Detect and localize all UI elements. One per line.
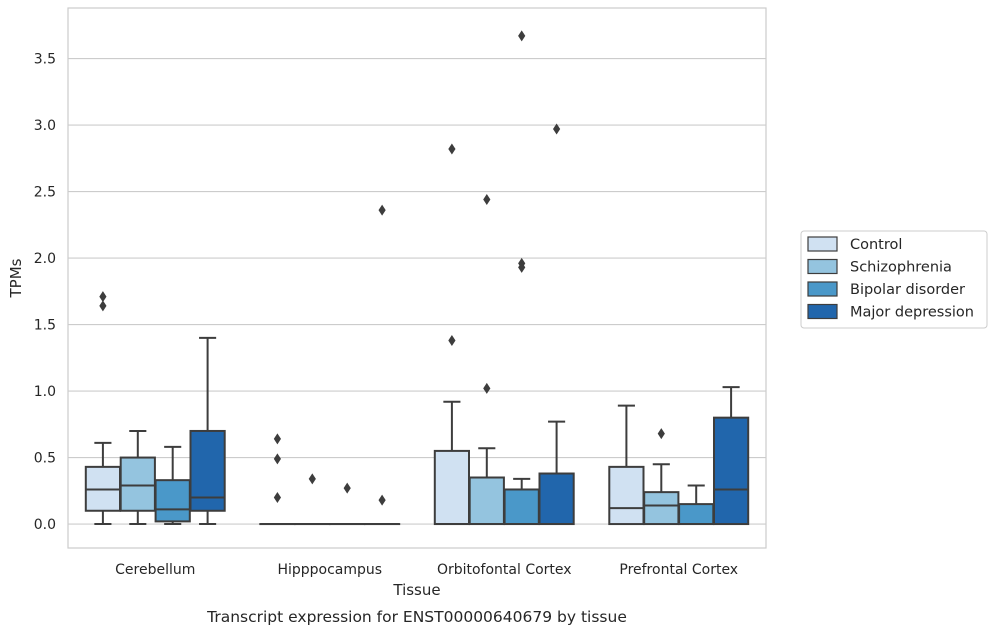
box-body [712, 416, 750, 526]
box-body [154, 479, 191, 523]
box-body [119, 456, 156, 512]
y-tick-label: 1.0 [34, 384, 56, 400]
box-bipolar-disorder [503, 477, 540, 526]
outlier-point [308, 473, 316, 485]
y-tick-label: 2.0 [34, 251, 56, 267]
box-schizophrenia [119, 429, 156, 526]
legend-label: Schizophrenia [850, 260, 952, 276]
legend-swatch [807, 303, 838, 320]
gridlines [68, 57, 766, 525]
outlier-point [518, 261, 526, 273]
y-tick-labels: 0.0 0.5 1.0 1.5 2.0 2.5 3.0 3.5 [34, 52, 56, 534]
legend-item: Major depression [807, 303, 974, 321]
legend-swatch [807, 236, 838, 252]
x-tick-label: Orbitofontal Cortex [437, 562, 572, 578]
legend-item: Control [807, 236, 902, 253]
outlier-point [483, 382, 491, 394]
box-control [433, 400, 471, 526]
x-tick-label: Cerebellum [115, 562, 195, 578]
box-body [468, 476, 505, 526]
outlier-point [273, 491, 281, 503]
box-body [538, 472, 575, 526]
box-body [503, 488, 540, 526]
boxes [84, 336, 750, 526]
outlier-point [343, 482, 351, 494]
x-tick-labels: Cerebellum Hipppocampus Orbitofontal Corte… [115, 562, 738, 578]
legend-swatch [807, 281, 838, 297]
box-major-depression [712, 386, 750, 526]
box-schizophrenia [643, 463, 680, 526]
outlier-point [657, 428, 665, 440]
x-tick-label: Prefrontal Cortex [619, 562, 738, 578]
box-body [608, 465, 645, 526]
outlier-point [518, 30, 526, 42]
box-body [643, 491, 680, 526]
box-major-depression [538, 420, 575, 526]
plot-frame [67, 7, 767, 549]
y-tick-label: 3.0 [34, 118, 56, 134]
box-bipolar-disorder [154, 445, 191, 526]
legend-item: Bipolar disorder [807, 281, 965, 298]
outlier-point [273, 453, 281, 465]
box-body [678, 503, 715, 526]
legend: Control Schizophrenia Bipolar disorder Majo… [800, 230, 988, 329]
y-tick-label: 2.5 [34, 185, 56, 201]
box-body [189, 429, 226, 512]
legend-swatch [807, 258, 838, 275]
legend-label: Bipolar disorder [850, 282, 965, 298]
outlier-point [378, 494, 386, 506]
outlier-point [99, 300, 107, 312]
outlier-point [448, 335, 456, 347]
x-tick-label: Hipppocampus [277, 562, 382, 578]
outlier-point [553, 123, 561, 135]
outlier-point [273, 433, 281, 445]
outlier-point [378, 204, 386, 216]
box-bipolar-disorder [678, 484, 715, 526]
x-axis-label: Tissue [392, 581, 440, 599]
legend-item: Schizophrenia [807, 258, 952, 276]
box-control [84, 441, 122, 526]
legend-label: Major depression [850, 305, 974, 321]
outlier-point [483, 194, 491, 206]
y-axis-label: TPMs [7, 258, 25, 298]
legend-label: Control [850, 237, 902, 253]
y-tick-label: 0.0 [34, 517, 56, 533]
legend-frame [800, 230, 988, 329]
box-schizophrenia [468, 447, 505, 526]
y-tick-label: 3.5 [34, 52, 56, 68]
chart-caption: Transcript expression for ENST0000064067… [206, 608, 627, 626]
box-major-depression [189, 336, 226, 526]
outlier-point [99, 291, 107, 303]
box-body [433, 449, 471, 526]
y-tick-label: 0.5 [34, 451, 56, 467]
y-tick-label: 1.5 [34, 318, 56, 334]
outliers [99, 30, 665, 506]
box-control [608, 404, 645, 526]
outlier-point [448, 143, 456, 155]
